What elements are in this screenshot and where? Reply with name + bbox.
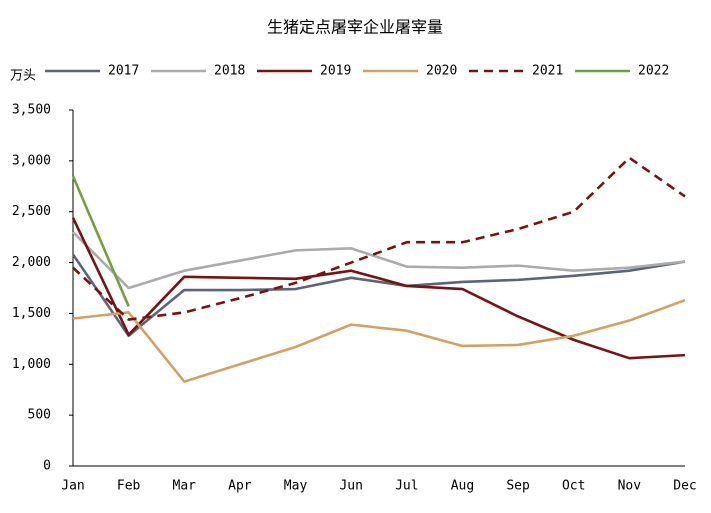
x-tick-label: Jun — [339, 479, 362, 494]
series-line — [72, 231, 686, 290]
y-tick-label: 500 — [28, 408, 51, 423]
y-axis-label: 万头 — [10, 69, 36, 84]
x-tick-label: Mar — [173, 479, 197, 494]
legend-label: 2017 — [108, 64, 139, 79]
legend-label: 2021 — [532, 64, 563, 79]
x-tick-label: Sep — [506, 479, 530, 494]
x-tick-label: Apr — [228, 479, 252, 494]
y-tick-label: 3,500 — [12, 103, 51, 118]
x-tick-label: Nov — [618, 479, 642, 494]
series-line — [71, 253, 686, 338]
legend-label: 2022 — [638, 64, 669, 79]
chart-title: 生猪定点屠宰企业屠宰量 — [267, 18, 443, 37]
x-tick-label: Aug — [451, 479, 474, 494]
x-tick-label: Dec — [673, 479, 696, 494]
x-tick-label: Jan — [61, 479, 84, 494]
y-tick-label: 0 — [43, 459, 51, 474]
y-tick-label: 2,500 — [12, 204, 51, 219]
y-tick-label: 1,000 — [12, 357, 51, 372]
legend-label: 2018 — [214, 64, 245, 79]
series-line — [71, 175, 130, 307]
x-tick-label: Jul — [395, 479, 418, 494]
y-tick-label: 3,000 — [12, 153, 51, 168]
legend-label: 2019 — [320, 64, 351, 79]
x-tick-label: May — [284, 479, 308, 494]
series-line — [72, 156, 686, 321]
x-tick-label: Feb — [117, 479, 141, 494]
legend-label: 2020 — [426, 64, 457, 79]
y-tick-label: 1,500 — [12, 306, 51, 321]
y-tick-label: 2,000 — [12, 255, 51, 270]
series-line — [71, 217, 686, 360]
series-line — [72, 298, 686, 383]
x-tick-label: Oct — [562, 479, 585, 494]
